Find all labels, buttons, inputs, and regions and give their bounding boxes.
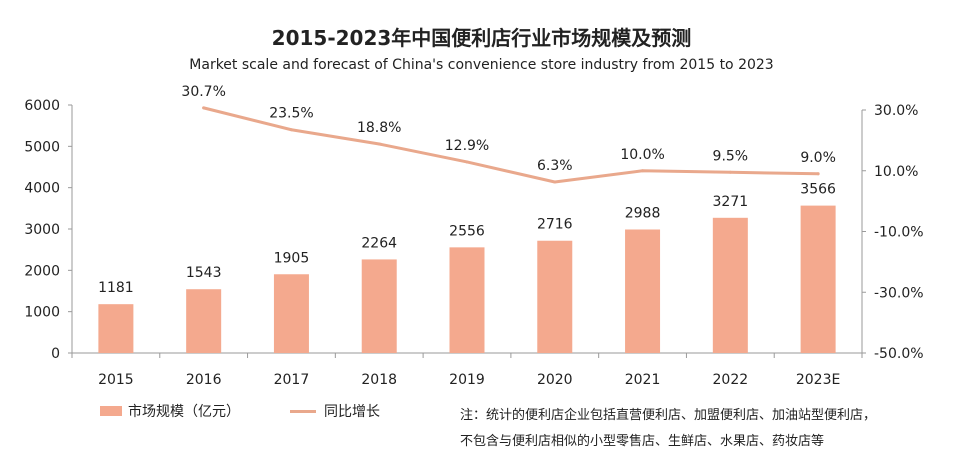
x-axis-tick-label: 2018 [361,372,397,388]
x-axis-tick-label: 2015 [98,372,134,388]
x-axis-tick-label: 2017 [274,372,310,388]
left-axis-tick-label: 3000 [24,222,60,238]
growth-data-label: 9.5% [713,148,749,164]
growth-data-label: 12.9% [445,138,489,154]
x-axis-tick-label: 2016 [186,372,222,388]
right-axis-tick-label: -10.0% [874,225,924,241]
bar-data-label: 2988 [625,205,661,221]
bar [625,229,661,353]
bar-data-label: 2716 [537,217,573,233]
bar-data-label: 3566 [800,182,836,198]
x-axis-tick-label: 2023E [796,372,840,388]
right-axis-tick-label: -30.0% [874,285,924,301]
growth-point [728,170,732,174]
right-axis-tick-label: -50.0% [874,346,924,362]
bar-data-label: 1543 [186,265,222,281]
growth-point [641,169,645,173]
left-axis-tick-label: 5000 [24,139,60,155]
x-axis-tick-label: 2020 [537,372,573,388]
legend-bar-swatch [100,406,122,416]
bar-data-label: 3271 [713,194,749,210]
bar-data-label: 2264 [361,235,397,251]
growth-point [377,142,381,146]
bar [98,304,134,353]
chart-subtitle: Market scale and forecast of China's con… [189,57,774,73]
bar-data-label: 2556 [449,223,485,239]
bar [449,247,485,353]
chart-title: 2015-2023年中国便利店行业市场规模及预测 [271,26,692,50]
bar [186,289,222,353]
bar-data-label: 1905 [274,250,310,266]
x-axis-tick-label: 2022 [713,372,749,388]
footnote-line-1: 注：统计的便利店企业包括直营便利店、加盟便利店、加油站型便利店， [460,408,877,423]
growth-data-label: 23.5% [269,106,313,122]
bar [361,259,397,353]
right-axis-tick-label: 10.0% [874,164,918,180]
growth-data-label: 10.0% [620,147,664,163]
legend-line-swatch [290,409,316,413]
bar [537,240,573,353]
bar [273,274,309,353]
left-axis-tick-label: 2000 [24,263,60,279]
left-axis-tick-label: 0 [51,346,60,362]
growth-point [553,180,557,184]
growth-data-label: 18.8% [357,120,401,136]
footnote-line-2: 不包含与便利店相似的小型零售店、生鲜店、水果店、药妆店等 [460,434,825,449]
bar [712,217,748,353]
right-axis-tick-label: 30.0% [874,103,918,119]
legend-bar: 市场规模（亿元） [100,401,240,421]
legend-bar-label: 市场规模（亿元） [128,404,240,420]
legend-line-label: 同比增长 [324,404,380,420]
footnote: 注：统计的便利店企业包括直营便利店、加盟便利店、加油站型便利店， 不包含与便利店… [460,403,876,455]
bar [800,205,836,353]
growth-point [465,160,469,164]
left-axis-tick-label: 4000 [24,181,60,197]
left-axis-tick-label: 1000 [24,305,60,321]
growth-point [202,106,206,110]
x-axis-tick-label: 2021 [625,372,661,388]
growth-data-label: 30.7% [181,84,225,100]
bar-data-label: 1181 [98,280,134,296]
legend-line: 同比增长 [290,401,380,421]
left-axis-tick-label: 6000 [24,98,60,114]
growth-point [816,172,820,176]
growth-data-label: 6.3% [537,158,573,174]
x-axis-tick-label: 2019 [449,372,485,388]
growth-data-label: 9.0% [800,150,836,166]
growth-point [289,128,293,132]
growth-line [202,106,820,184]
